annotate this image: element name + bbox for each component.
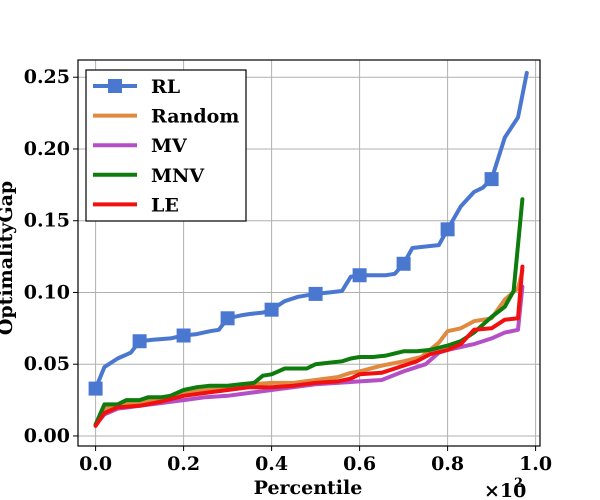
x-axis-title: Percentile [254,477,363,499]
y-tick-label: 0.05 [24,353,70,375]
data-point-rl [132,334,147,349]
x-tick-label: 0.6 [343,453,376,475]
x-tick-label: 0.0 [79,453,112,475]
data-point-rl [308,286,323,301]
y-tick-label: 0.20 [24,138,70,160]
plot-frame [77,59,541,447]
grid-lines [78,60,540,446]
data-point-rl [440,222,455,237]
x-tick-label: 0.2 [167,453,200,475]
series-line-le [93,264,525,428]
legend-label-random: Random [151,106,239,128]
legend-item-mnv: MNV [93,165,205,187]
x-tick-label: 1.0 [519,453,552,475]
legend-label-rl: RL [151,76,180,98]
legend-item-random: Random [93,106,239,128]
series-rl [88,70,529,396]
legend-label-mv: MV [151,135,188,157]
legend: RL Random MV MNV LE [85,69,247,222]
legend-item-le: LE [93,194,179,216]
x-tick-label: 0.8 [431,453,464,475]
data-point-rl [484,172,499,187]
data-point-rl [176,328,191,343]
x-axis-multiplier-base: ×10 [484,480,526,500]
series-line-mnv [93,197,525,427]
y-tick-label: 0.10 [24,281,70,303]
legend-item-rl: RL [93,76,180,98]
series-mnv [93,197,525,427]
y-axis-title: OptimalityGap [0,181,17,335]
axis-ticks: 0.0 0.2 0.4 0.6 0.8 1.0 0.00 0.05 0.10 0.15 0.20 0.… [24,66,552,475]
series-layer [88,70,529,428]
legend-label-le: LE [151,194,179,216]
data-point-rl [352,268,367,283]
y-tick-label: 0.25 [24,66,70,88]
legend-label-mnv: MNV [151,165,205,187]
legend-marker-rl [108,79,122,93]
x-axis-multiplier-exponent: 2 [514,476,523,491]
data-point-rl [220,311,235,326]
x-axis-multiplier: ×10 2 [484,476,526,500]
y-tick-label: 0.00 [24,425,70,447]
data-point-rl [396,256,411,271]
x-tick-label: 0.4 [255,453,288,475]
y-tick-label: 0.15 [24,210,70,232]
legend-item-mv: MV [93,135,188,157]
data-point-rl [88,381,103,396]
data-point-rl [264,302,279,317]
series-le [93,264,525,428]
